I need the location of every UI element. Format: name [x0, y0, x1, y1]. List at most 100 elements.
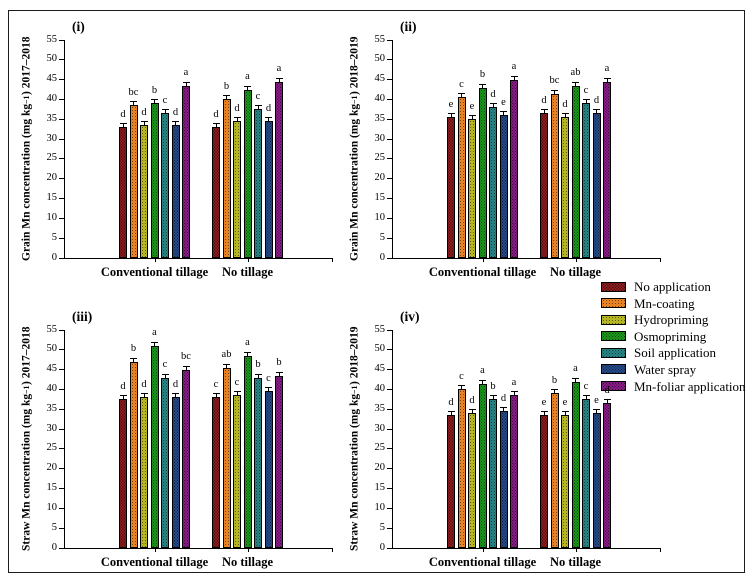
y-tick-mark — [58, 329, 64, 331]
bar-mn-foliar-application — [275, 375, 283, 548]
bar-mn-foliar-application — [510, 79, 518, 258]
y-tick-mark — [386, 138, 392, 140]
error-bar — [265, 117, 272, 123]
x-tick-mark — [154, 258, 156, 262]
y-tick-mark — [386, 79, 392, 81]
y-axis-title: Straw Mn concentration (mg kg −1) 2017–20… — [16, 327, 38, 551]
y-tick-label: 35 — [46, 402, 58, 414]
bar-mn-coating — [129, 105, 138, 258]
error-bar — [603, 399, 611, 405]
error-bar — [551, 89, 558, 95]
bar-no-application — [212, 127, 220, 258]
bar-no-application — [119, 127, 127, 258]
error-bar — [212, 123, 220, 129]
error-bar — [572, 81, 579, 87]
y-tick-label: 40 — [374, 92, 386, 104]
significance-letter: e — [469, 100, 475, 112]
bar-mn-foliar-application — [603, 81, 611, 258]
x-tick-mark — [482, 258, 484, 262]
bar-osmopriming — [150, 103, 159, 258]
error-bar — [233, 117, 241, 123]
error-bar — [603, 77, 611, 83]
legend-label: Soil application — [634, 345, 716, 361]
significance-letter: b — [130, 343, 137, 355]
legend-item: Hydropriming — [601, 313, 746, 326]
y-tick-label: 55 — [46, 323, 58, 335]
bar-water-spray — [171, 125, 180, 258]
legend-label: Water spray — [634, 361, 697, 377]
bar-osmopriming — [571, 381, 580, 548]
legend-swatch — [601, 281, 626, 292]
error-bar — [119, 123, 127, 129]
legend-label: Osmopriming — [634, 328, 707, 344]
legend-swatch — [601, 331, 626, 342]
bar-mn-coating — [222, 99, 231, 258]
error-bar — [500, 407, 507, 413]
bar-water-spray — [171, 397, 180, 548]
significance-letter: d — [234, 102, 240, 114]
significance-letter: a — [245, 337, 250, 349]
x-category-label: Conventional tillage — [428, 555, 537, 569]
error-bar — [479, 83, 486, 89]
significance-letter: d — [490, 88, 496, 100]
significance-letter: d — [141, 378, 147, 390]
bar-mn-coating — [222, 367, 231, 548]
y-tick-mark — [58, 217, 64, 219]
significance-letter: a — [245, 71, 250, 83]
error-bar — [582, 99, 590, 105]
legend-item: Mn-coating — [601, 297, 746, 310]
significance-letter: d — [172, 378, 179, 390]
x-tick-mark — [660, 548, 661, 552]
chart-panel-iii: (iii) Straw Mn concentration (mg kg −1) 20… — [12, 302, 374, 583]
y-tick-label: 15 — [46, 192, 58, 204]
y-tick-mark — [58, 98, 64, 100]
y-tick-mark — [58, 138, 64, 140]
y-tick-mark — [58, 488, 64, 490]
y-tick-mark — [58, 369, 64, 371]
x-category-label: Conventional tillage — [428, 265, 537, 279]
y-tick-mark — [58, 79, 64, 81]
y-axis-title-part: ) 2018–2019 — [348, 326, 361, 386]
y-tick-mark — [58, 388, 64, 390]
significance-letter: e — [501, 96, 506, 108]
bar-no-application — [119, 399, 127, 548]
error-bar — [244, 351, 251, 357]
bar-soil-application — [489, 107, 497, 258]
legend-swatch — [601, 364, 626, 375]
chart-panel-iv: (iv) Straw Mn concentration (mg kg −1) 201… — [340, 302, 702, 583]
x-category-label: No tillage — [549, 555, 602, 569]
y-tick-mark — [58, 448, 64, 450]
y-tick-label: 50 — [46, 343, 58, 355]
error-bar — [212, 393, 220, 399]
panel-label-iv: (iv) — [400, 309, 420, 324]
significance-letter: b — [255, 359, 261, 371]
bar-osmopriming — [150, 345, 159, 548]
bar-mn-coating — [550, 393, 559, 548]
significance-letter: c — [583, 84, 589, 96]
y-tick-label: 45 — [46, 73, 58, 85]
legend-label: Hydropriming — [634, 312, 709, 328]
bar-hydropriming — [233, 395, 241, 548]
error-bar — [130, 101, 137, 107]
significance-letter: a — [511, 61, 517, 73]
error-bar — [223, 363, 230, 369]
error-bar — [510, 75, 518, 81]
error-bar — [130, 357, 137, 363]
bar-mn-coating — [457, 97, 466, 258]
bar-mn-foliar-application — [275, 81, 283, 258]
bar-osmopriming — [243, 355, 252, 548]
bar-osmopriming — [571, 85, 580, 258]
y-tick-label: 0 — [379, 541, 385, 553]
y-axis-title-part: ) 2018–2019 — [348, 36, 361, 96]
significance-letter: bc — [549, 75, 560, 87]
y-tick-label: 5 — [51, 231, 57, 243]
y-tick-mark — [386, 428, 392, 430]
bar-water-spray — [499, 411, 508, 548]
bar-soil-application — [489, 399, 497, 548]
significance-letter: c — [459, 370, 464, 382]
error-bar — [182, 365, 190, 371]
y-axis-title: Straw Mn concentration (mg kg −1) 2018–20… — [344, 326, 366, 551]
y-tick-mark — [58, 408, 64, 410]
significance-letter: d — [172, 106, 179, 118]
y-tick-label: 55 — [374, 323, 386, 335]
